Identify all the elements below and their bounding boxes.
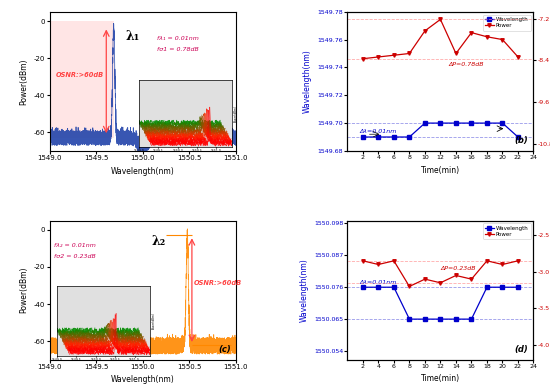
Text: ΔP=0.23dB: ΔP=0.23dB — [441, 266, 476, 271]
Text: (d): (d) — [514, 345, 528, 354]
Y-axis label: Power(dBm): Power(dBm) — [19, 58, 28, 104]
Text: OSNR:>60dB: OSNR:>60dB — [194, 280, 242, 287]
X-axis label: Time(min): Time(min) — [421, 166, 460, 175]
Bar — [50, 21, 114, 138]
Text: OSNR:>60dB: OSNR:>60dB — [56, 72, 104, 78]
Text: λ₁: λ₁ — [126, 30, 140, 43]
Text: λ₂: λ₂ — [152, 235, 166, 248]
Text: ΔP=0.78dB: ΔP=0.78dB — [448, 62, 483, 67]
Y-axis label: Wavelength(nm): Wavelength(nm) — [303, 49, 312, 113]
Text: (b): (b) — [514, 136, 528, 145]
Y-axis label: Power(dBm): Power(dBm) — [19, 267, 28, 313]
X-axis label: Wavelength(nm): Wavelength(nm) — [111, 375, 174, 384]
Text: fλ₂ = 0.01nm: fλ₂ = 0.01nm — [54, 242, 96, 248]
Text: fσ2 = 0.23dB: fσ2 = 0.23dB — [54, 254, 96, 258]
Text: (c): (c) — [218, 345, 231, 354]
Text: fλ₁ = 0.01nm: fλ₁ = 0.01nm — [157, 36, 199, 41]
Y-axis label: Wavelength(nm): Wavelength(nm) — [299, 258, 309, 322]
Text: Δλ=0.01nm: Δλ=0.01nm — [359, 280, 397, 285]
Legend: Wavelength, Power: Wavelength, Power — [483, 223, 531, 239]
Text: Δλ=0.01nm: Δλ=0.01nm — [359, 129, 397, 134]
X-axis label: Wavelength(nm): Wavelength(nm) — [111, 167, 174, 176]
Text: (a): (a) — [218, 136, 231, 145]
Text: fσ1 = 0.78dB: fσ1 = 0.78dB — [157, 47, 199, 52]
Legend: Wavelength, Power: Wavelength, Power — [483, 14, 531, 30]
X-axis label: Time(min): Time(min) — [421, 375, 460, 384]
